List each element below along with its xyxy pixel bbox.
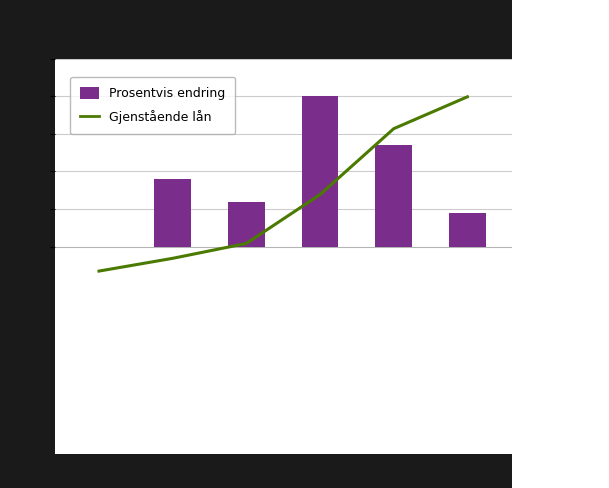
- Gjenstående lån: [243, 241, 250, 246]
- Bar: [375, 145, 412, 247]
- Gjenstående lån: [316, 192, 323, 198]
- Gjenstående lån: [169, 255, 177, 261]
- Bar: [301, 96, 339, 247]
- Bar: [449, 213, 486, 247]
- Bar: [154, 179, 191, 247]
- Gjenstående lån: [390, 126, 397, 132]
- Legend: Prosentvis endring, Gjenstående lån: Prosentvis endring, Gjenstående lån: [70, 77, 235, 134]
- Gjenstående lån: [463, 94, 471, 100]
- Bar: [228, 202, 265, 247]
- Line: Gjenstående lån: Gjenstående lån: [99, 97, 467, 271]
- Gjenstående lån: [96, 268, 103, 274]
